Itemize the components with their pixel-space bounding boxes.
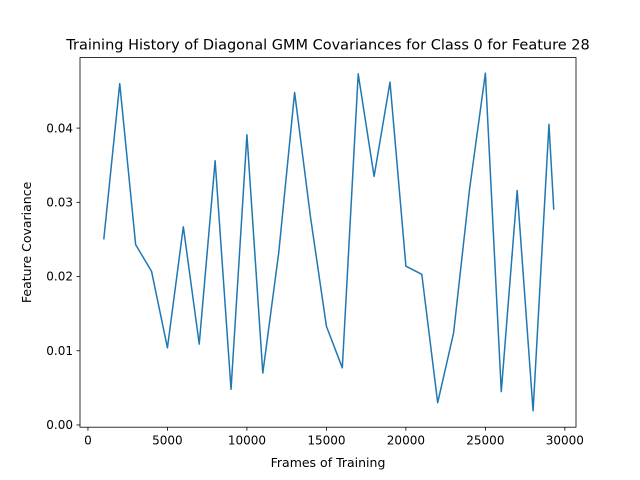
- x-tick-label: 20000: [387, 434, 425, 448]
- plot-area: [103, 72, 555, 412]
- chart-title: Training History of Diagonal GMM Covaria…: [65, 38, 589, 54]
- y-tick-label: 0.02: [46, 270, 73, 284]
- x-tick-label: 0: [84, 434, 92, 448]
- y-tick-label: 0.01: [46, 344, 73, 358]
- x-axis: 0 5000 10000 15000 20000 25000 30000: [84, 427, 584, 448]
- x-tick-label: 15000: [307, 434, 345, 448]
- y-tick-label: 0.04: [46, 121, 73, 135]
- x-tick-label: 10000: [228, 434, 266, 448]
- y-axis: 0.00 0.01 0.02 0.03 0.04: [46, 121, 80, 432]
- y-tick-label: 0.00: [46, 418, 73, 432]
- x-tick-label: 25000: [466, 434, 504, 448]
- y-tick-label: 0.03: [46, 196, 73, 210]
- x-tick-label: 5000: [152, 434, 183, 448]
- series-line-0: [103, 72, 555, 412]
- x-axis-label: Frames of Training: [271, 455, 386, 470]
- x-tick-label: 30000: [546, 434, 584, 448]
- axes-frame: [79, 57, 577, 428]
- y-axis-label: Feature Covariance: [19, 181, 34, 303]
